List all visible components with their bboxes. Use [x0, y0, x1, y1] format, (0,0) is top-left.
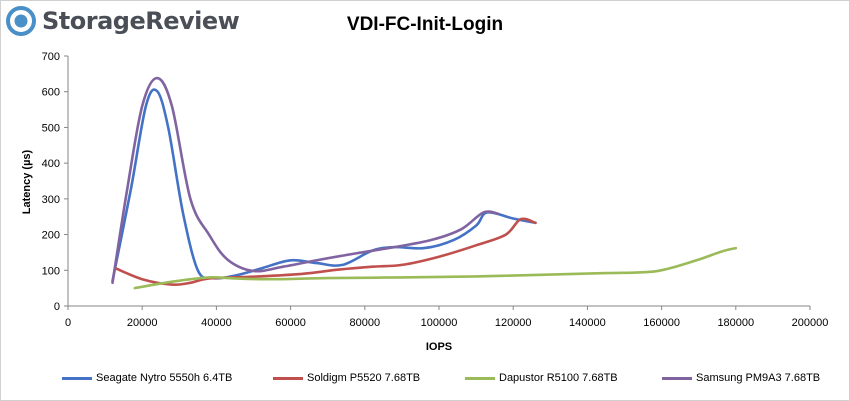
y-tick-label: 600 — [42, 87, 60, 99]
series-line-seagate-nytro-5550h — [111, 88, 537, 283]
x-tick-label: 100000 — [421, 317, 458, 329]
storagereview-logo-icon — [6, 6, 36, 36]
y-tick-label: 700 — [42, 51, 60, 63]
chart-title: VDI-FC-Init-Login — [346, 14, 504, 35]
x-tick-label: 20000 — [127, 317, 158, 329]
legend-label: Samsung PM9A3 7.68TB — [696, 372, 821, 384]
x-tick-label: 140000 — [569, 317, 606, 329]
y-axis-label: Latency (µs) — [21, 149, 33, 214]
legend-swatch — [62, 376, 92, 380]
series-line-samsung-pm9a3 — [111, 76, 500, 285]
x-tick-label: 80000 — [350, 317, 381, 329]
legend-item-seagate-nytro-5550h: Seagate Nytro 5550h 6.4TB — [62, 372, 232, 384]
x-tick-label: 0 — [65, 317, 71, 329]
x-tick-label: 160000 — [643, 317, 680, 329]
x-tick-label: 120000 — [495, 317, 532, 329]
chart-legend: Seagate Nytro 5550h 6.4TB Soldigm P5520 7… — [62, 372, 820, 388]
chart-axes: 0 100 200 300 400 500 600 700 0 20000 40000 60000 80… — [42, 51, 829, 329]
x-tick-label: 180000 — [717, 317, 754, 329]
x-tick-label: 60000 — [275, 317, 306, 329]
chart-series-layer — [111, 76, 738, 290]
legend-swatch — [273, 376, 303, 380]
y-tick-label: 0 — [54, 301, 60, 313]
legend-swatch — [465, 376, 495, 380]
legend-item-dapustor-r5100: Dapustor R5100 7.68TB — [465, 372, 618, 384]
x-tick-label: 200000 — [792, 317, 829, 329]
legend-label: Dapustor R5100 7.68TB — [499, 372, 618, 384]
legend-label: Seagate Nytro 5550h 6.4TB — [96, 372, 233, 384]
y-tick-label: 400 — [42, 158, 60, 170]
series-line-soldigm-p5520 — [114, 217, 537, 287]
series-line-dapustor-r5100 — [133, 246, 738, 290]
brand-name: StorageReview — [42, 7, 240, 35]
legend-item-samsung-pm9a3: Samsung PM9A3 7.68TB — [662, 372, 820, 384]
x-axis-label: IOPS — [426, 341, 452, 353]
y-tick-label: 100 — [42, 265, 60, 277]
legend-label: Soldigm P5520 7.68TB — [307, 372, 421, 384]
y-tick-label: 500 — [42, 122, 60, 134]
x-tick-label: 40000 — [201, 317, 232, 329]
y-tick-label: 200 — [42, 230, 60, 242]
legend-swatch — [662, 376, 692, 380]
y-tick-label: 300 — [42, 194, 60, 206]
legend-item-soldigm-p5520: Soldigm P5520 7.68TB — [273, 372, 420, 384]
storagereview-logo: StorageReview — [6, 4, 240, 38]
